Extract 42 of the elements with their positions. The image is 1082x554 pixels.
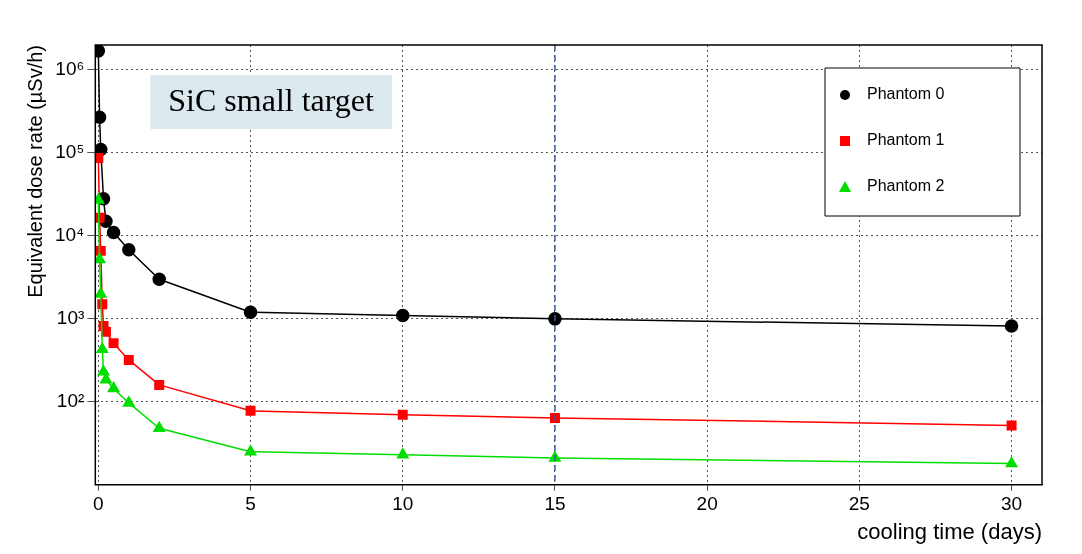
point [152,272,166,287]
x-tick-label: 10 [392,493,414,515]
y-axis-title: Equivalent dose rate (µSv/h) [23,45,46,298]
legend-label: Phantom 0 [867,85,945,103]
y-tick-label: 10² [56,390,85,412]
point [154,379,165,390]
x-axis-title: cooling time (days) [857,518,1042,544]
y-tick-label: 10³ [56,307,85,329]
point [95,287,107,298]
point [123,354,134,365]
point [245,405,256,416]
y-tick-label: 10⁴ [54,224,85,246]
point [95,110,107,124]
x-tick-label: 25 [848,493,870,515]
x-tick-label: 15 [544,493,566,515]
point [108,338,119,349]
x-tick-label: 30 [1000,493,1023,515]
legend-label: Phantom 1 [867,131,945,149]
point [243,305,258,320]
point [95,152,104,163]
x-tick-label: 0 [93,493,104,515]
point [96,342,109,354]
x-tick-label: 5 [245,493,256,515]
point [106,225,121,240]
point [97,365,110,376]
point [122,396,135,407]
point [1005,456,1018,468]
point [95,252,106,264]
point [396,308,410,323]
point [107,381,120,393]
point [396,448,409,459]
y-tick-label: 10⁵ [55,141,85,163]
point [244,445,257,456]
point [1006,420,1017,431]
x-tick-label: 20 [696,493,718,515]
legend-label: Phantom 2 [867,177,945,195]
y-tick-label: 10⁶ [55,58,85,80]
point [153,421,166,433]
annotation: SiC small target [168,82,375,119]
point [122,243,136,257]
point [1004,319,1019,333]
point [397,409,408,420]
